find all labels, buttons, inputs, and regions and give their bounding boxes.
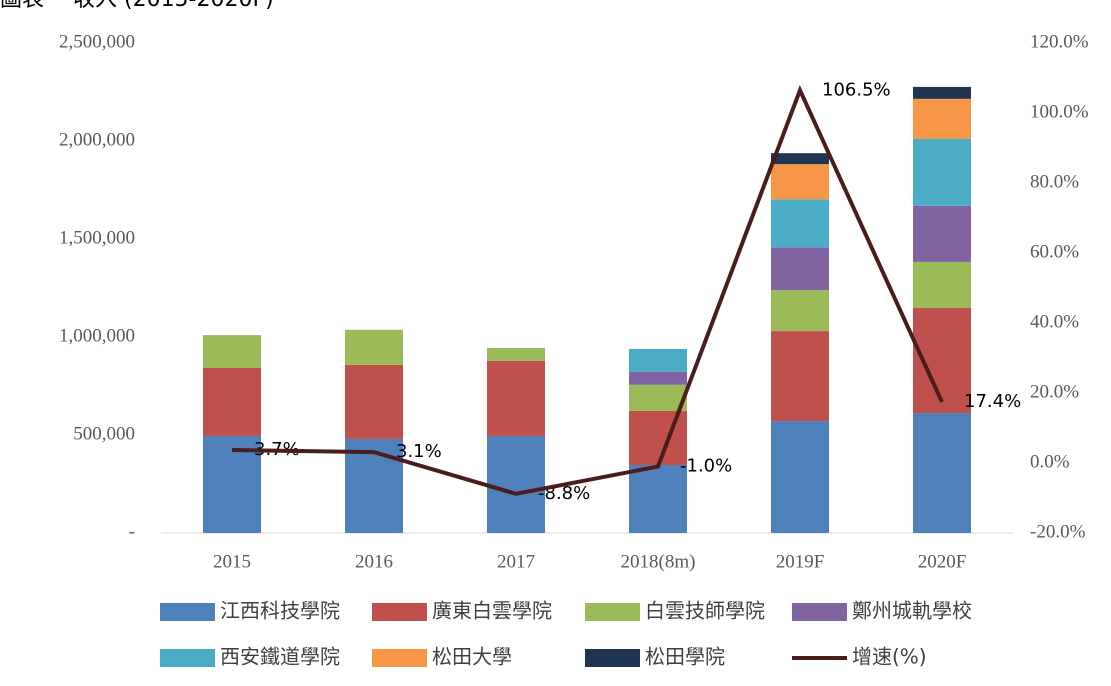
x-tick-label: 2015 <box>213 551 251 572</box>
bar <box>629 371 687 385</box>
legend-label: 白雲技師學院 <box>645 599 765 623</box>
bar <box>771 199 829 248</box>
x-tick-label: 2017 <box>497 551 535 572</box>
bar <box>203 335 261 368</box>
legend-label: 鄭州城軌學校 <box>852 599 972 623</box>
bar <box>771 153 829 165</box>
y2-tick-label: 100.0% <box>1030 101 1089 122</box>
y-tick-label: 1,000,000 <box>59 325 135 346</box>
y2-tick-label: 0.0% <box>1030 451 1070 472</box>
legend-swatch <box>792 603 847 621</box>
legend-swatch <box>372 649 427 667</box>
y-tick-label: 500,000 <box>73 423 135 444</box>
bar <box>345 364 403 439</box>
y-tick-label: 2,500,000 <box>59 31 135 52</box>
bar <box>771 290 829 332</box>
legend-label: 西安鐵道學院 <box>220 645 340 669</box>
legend-swatch <box>160 649 215 667</box>
bar <box>771 247 829 291</box>
bar <box>629 410 687 465</box>
bar <box>487 347 545 361</box>
y-tick-label: 2,000,000 <box>59 129 135 150</box>
legend-swatch <box>585 649 640 667</box>
legend-label: 廣東白雲學院 <box>432 599 552 623</box>
y2-tick-label: -20.0% <box>1030 521 1086 542</box>
legend-swatch <box>372 603 427 621</box>
bar <box>629 348 687 372</box>
bar <box>771 331 829 422</box>
legend-label: 江西科技學院 <box>220 599 340 623</box>
y2-tick-label: 60.0% <box>1030 241 1079 262</box>
x-tick-label: 2020F <box>918 551 967 572</box>
bar <box>771 421 829 533</box>
bar <box>913 413 971 533</box>
y2-tick-label: 80.0% <box>1030 171 1079 192</box>
bar <box>629 464 687 533</box>
bar <box>913 86 971 99</box>
line <box>231 85 944 496</box>
legend-swatch <box>160 603 215 621</box>
x-tick-label: 2019F <box>776 551 825 572</box>
data-label: 17.4% <box>964 391 1021 412</box>
data-label: 106.5% <box>822 79 891 100</box>
y2-tick-label: 40.0% <box>1030 311 1079 332</box>
legend-label: 松田學院 <box>645 645 725 669</box>
x-tick-label: 2016 <box>355 551 393 572</box>
y-tick-label: 1,500,000 <box>59 227 135 248</box>
y2-tick-label: 20.0% <box>1030 381 1079 402</box>
bar <box>345 438 403 533</box>
data-label: 3.1% <box>396 441 442 462</box>
legend-label: 松田大學 <box>432 645 512 669</box>
legend-label: 增速(%) <box>852 645 927 669</box>
bar <box>629 384 687 411</box>
y-tick-label: - <box>129 521 135 542</box>
bar <box>913 138 971 206</box>
legend-swatch <box>585 603 640 621</box>
bar <box>913 98 971 139</box>
x-tick-label: 2018(8m) <box>621 551 696 572</box>
y2-tick-label: 120.0% <box>1030 31 1089 52</box>
data-label: -1.0% <box>680 456 732 477</box>
bar <box>913 261 971 308</box>
bar <box>487 360 545 436</box>
bar <box>203 367 261 436</box>
bar <box>771 164 829 200</box>
chart-title: 圖表一 收入 (2015-2020F) <box>0 0 274 12</box>
bar <box>913 205 971 262</box>
bar <box>487 435 545 533</box>
bar <box>345 329 403 365</box>
